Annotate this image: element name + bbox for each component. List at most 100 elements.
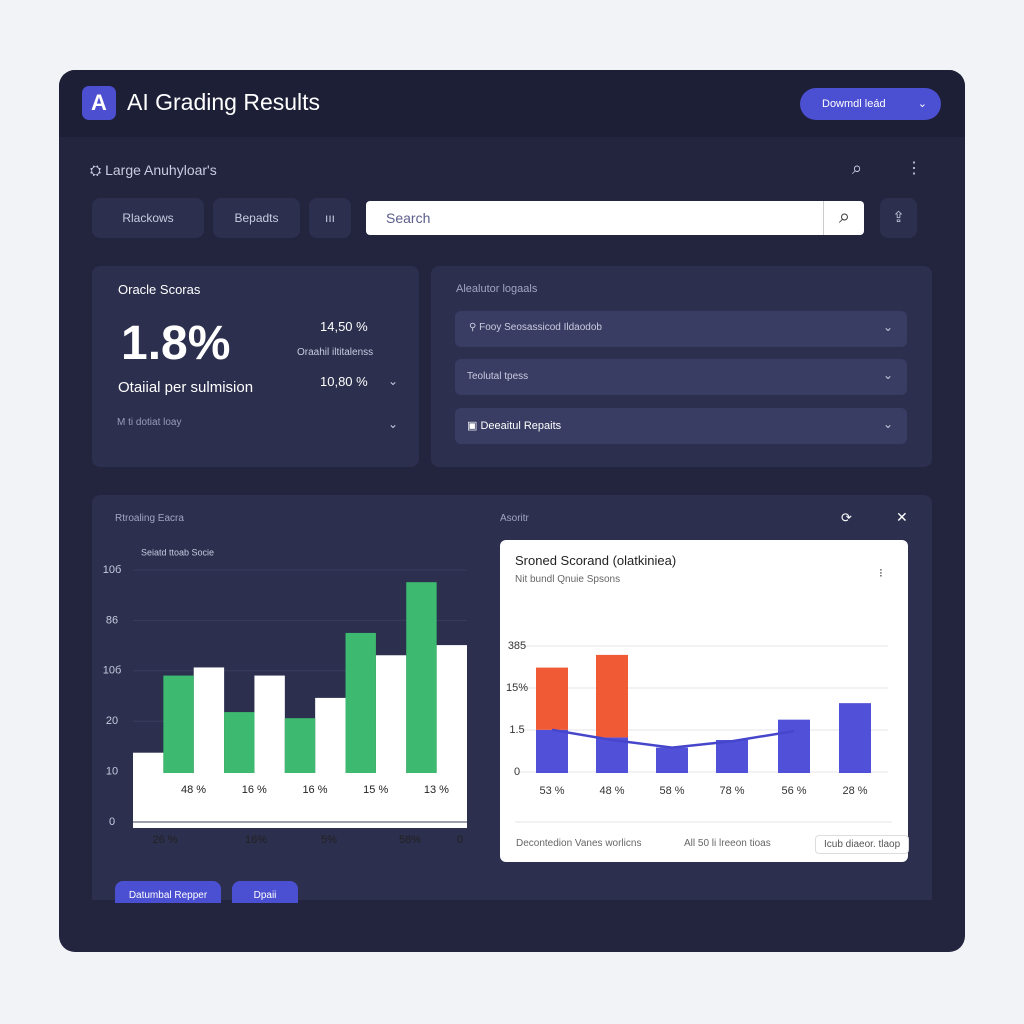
- bar: [345, 632, 376, 773]
- label-strip: [133, 773, 467, 828]
- stat-label: Oraahil iltitalenss: [297, 347, 374, 358]
- y-axis-label: 0: [109, 816, 115, 828]
- x-tick-label: 58 %: [659, 785, 684, 797]
- close-icon[interactable]: ✕: [896, 509, 908, 525]
- search-placeholder: Search: [386, 210, 431, 226]
- chart-title: Sroned Scorand (olatkiniea): [515, 553, 677, 568]
- app-title: AI Grading Results: [127, 89, 321, 115]
- toolbar-label: ⛭ Large Anuhyloar's: [90, 162, 217, 179]
- text: Fooy Seosassicod Ildaodob: [479, 322, 602, 333]
- x-tick-label: 48 %: [181, 784, 206, 796]
- x-tick-label: 16 %: [302, 784, 327, 796]
- bar: [224, 712, 255, 773]
- bar: [839, 703, 871, 773]
- stat: 10,80 %: [320, 374, 368, 389]
- x-secondary-label: 5%: [321, 834, 337, 846]
- x-tick-label: 28 %: [842, 785, 867, 797]
- chart-footer: All 50 li lreeon tioas: [684, 838, 771, 849]
- y-axis-label: 0: [514, 766, 520, 778]
- stat: 14,50 %: [320, 319, 368, 334]
- bar: [536, 729, 568, 773]
- bar: [596, 654, 628, 738]
- card-footer: M ti dotiat loay: [117, 417, 182, 428]
- refresh-icon[interactable]: ⟳: [841, 510, 852, 525]
- y-axis-label: 15%: [506, 682, 528, 694]
- action-button[interactable]: Datumbal Repper: [115, 881, 221, 903]
- tab[interactable]: Rlackows: [92, 198, 204, 238]
- y-axis-label: 1.5: [509, 724, 524, 736]
- tab[interactable]: Bepadts: [213, 198, 300, 238]
- tab[interactable]: ııı: [309, 198, 351, 238]
- label: Large Anuhyloar's: [105, 162, 217, 178]
- bar: [163, 675, 194, 773]
- download-label: Dowmdl leád: [822, 98, 886, 110]
- y-axis-label: 20: [106, 715, 118, 727]
- dropdown[interactable]: ⚲ Fooy Seosassicod Ildaodob ⌄: [455, 311, 907, 347]
- share-button[interactable]: ⇪: [880, 198, 917, 238]
- search-icon[interactable]: ⌕: [852, 158, 863, 178]
- bar: [596, 737, 628, 773]
- bar: [133, 752, 164, 773]
- action-button[interactable]: Dpaii: [232, 881, 298, 903]
- chevron: ⌄: [917, 98, 927, 110]
- chevron: ⌄: [388, 374, 399, 388]
- dropdown-label: Teolutal tpess: [467, 371, 529, 382]
- section-title: Asoritr: [500, 513, 529, 524]
- bar: [406, 582, 437, 773]
- dropdown-label: ▣ Deeaitul Repaits: [467, 420, 562, 432]
- more-icon[interactable]: ⋮: [906, 160, 922, 177]
- score-caption: Otaiial per sulmision: [118, 379, 254, 396]
- download-button[interactable]: Dowmdl leád ⌄: [800, 88, 941, 120]
- logo: A: [82, 86, 116, 120]
- search-button[interactable]: ⌕: [823, 201, 865, 235]
- score-value: 1.8%: [121, 317, 231, 370]
- chevron: ⌄: [882, 368, 893, 382]
- panel-title: Alealutor logaals: [456, 283, 538, 295]
- search-box[interactable]: Search ⌕: [366, 201, 864, 235]
- text: Deeaitul Repaits: [480, 420, 562, 432]
- y-axis-label: 385: [508, 640, 526, 652]
- bar: [375, 655, 407, 773]
- chart-subtitle: Nit bundl Qnuie Spsons: [515, 574, 621, 585]
- bar: [284, 718, 316, 773]
- score-card: [92, 266, 419, 467]
- bar: [536, 667, 568, 730]
- chevron: ⌄: [882, 417, 893, 431]
- bar: [778, 719, 810, 773]
- x-tick-label: 16 %: [242, 784, 267, 796]
- bar: [193, 667, 225, 773]
- bar: [254, 675, 285, 773]
- section-title: Rtroaling Eacra: [115, 513, 184, 524]
- y-axis-label: 10б: [103, 665, 122, 677]
- bar: [315, 697, 346, 773]
- x-secondary-label: 58%: [399, 834, 421, 846]
- dropdown[interactable]: Teolutal tpess ⌄: [455, 359, 907, 395]
- more-icon[interactable]: ⁝: [879, 566, 883, 580]
- x-secondary-label: 0: [457, 834, 463, 846]
- card-title: Oracle Scoras: [118, 282, 201, 297]
- y-axis-label: 10б: [103, 564, 122, 576]
- x-tick-label: 13 %: [424, 784, 449, 796]
- bar: [716, 739, 748, 773]
- icon: ⛭: [90, 162, 106, 178]
- x-tick-label: 48 %: [599, 785, 624, 797]
- chart-footer: Decontedion Vanes worlicns: [516, 838, 642, 849]
- x-tick-label: 15 %: [363, 784, 388, 796]
- x-secondary-label: 26 %: [152, 834, 177, 846]
- x-tick-label: 53 %: [539, 785, 564, 797]
- bar: [656, 747, 688, 773]
- x-tick-label: 56 %: [781, 785, 806, 797]
- x-tick-label: 78 %: [719, 785, 744, 797]
- chart-footer-button[interactable]: Icub diaeor. tlaop: [815, 835, 910, 854]
- dropdown[interactable]: ▣ Deeaitul Repaits ⌄: [455, 408, 907, 444]
- dropdown-label: ⚲ Fooy Seosassicod Ildaodob: [469, 322, 602, 333]
- line: [551, 728, 795, 749]
- bar: [436, 645, 467, 773]
- chevron: ⌄: [388, 417, 399, 431]
- chevron: ⌄: [882, 320, 893, 334]
- chart-title: Seiatd ttoab Socie: [141, 547, 214, 557]
- y-axis-label: 86: [106, 614, 118, 626]
- x-secondary-label: 16%: [245, 834, 267, 846]
